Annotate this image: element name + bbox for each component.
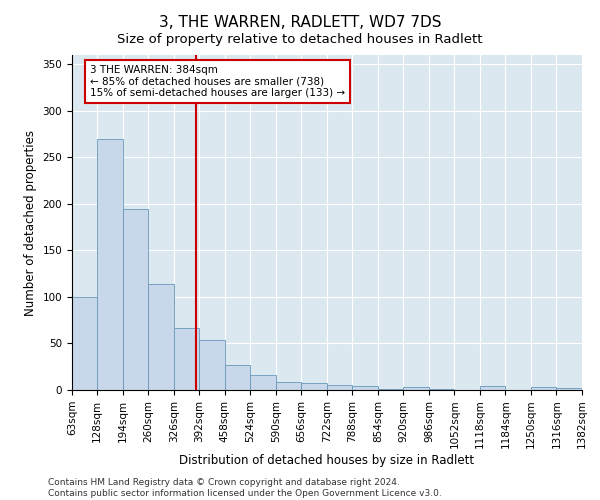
Bar bbox=[531, 387, 556, 390]
Bar bbox=[403, 387, 429, 390]
Bar bbox=[429, 389, 454, 390]
Bar bbox=[378, 389, 403, 390]
Bar bbox=[301, 382, 327, 390]
X-axis label: Distribution of detached houses by size in Radlett: Distribution of detached houses by size … bbox=[179, 454, 475, 467]
Bar bbox=[327, 386, 352, 390]
Bar bbox=[199, 340, 225, 390]
Bar bbox=[173, 328, 199, 390]
Bar bbox=[556, 388, 582, 390]
Text: 3 THE WARREN: 384sqm
← 85% of detached houses are smaller (738)
15% of semi-deta: 3 THE WARREN: 384sqm ← 85% of detached h… bbox=[90, 65, 345, 98]
Bar bbox=[122, 208, 148, 390]
Y-axis label: Number of detached properties: Number of detached properties bbox=[24, 130, 37, 316]
Bar bbox=[250, 375, 276, 390]
Bar bbox=[148, 284, 173, 390]
Text: 3, THE WARREN, RADLETT, WD7 7DS: 3, THE WARREN, RADLETT, WD7 7DS bbox=[159, 15, 441, 30]
Bar bbox=[352, 386, 378, 390]
Text: Size of property relative to detached houses in Radlett: Size of property relative to detached ho… bbox=[117, 32, 483, 46]
Bar bbox=[276, 382, 301, 390]
Bar bbox=[72, 297, 97, 390]
Bar bbox=[97, 138, 122, 390]
Bar bbox=[225, 365, 250, 390]
Bar bbox=[480, 386, 505, 390]
Text: Contains HM Land Registry data © Crown copyright and database right 2024.
Contai: Contains HM Land Registry data © Crown c… bbox=[48, 478, 442, 498]
